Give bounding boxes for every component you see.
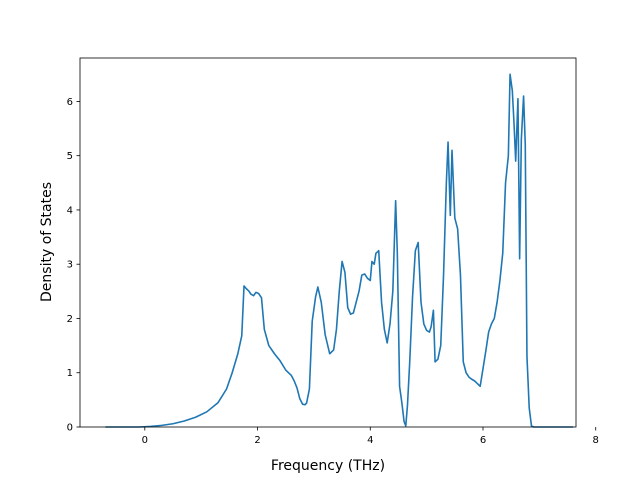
plot-area	[80, 58, 576, 427]
x-tick-label: 4	[367, 435, 373, 446]
y-axis-title: Density of States	[39, 182, 55, 302]
dos-series-line	[105, 73, 574, 428]
y-tick-label: 4	[67, 205, 73, 216]
x-tick-label: 8	[593, 435, 599, 446]
axes-layer	[79, 57, 577, 428]
x-tick-label: 0	[142, 435, 148, 446]
y-tick-label: 3	[67, 260, 73, 271]
x-ticks: 0 2 4 6 8	[142, 427, 599, 446]
y-ticks: 0 1 2 3 4 5 6	[67, 97, 80, 434]
y-tick-label: 5	[67, 151, 73, 162]
y-tick-label: 0	[67, 423, 73, 434]
y-tick-label: 2	[67, 314, 73, 325]
y-tick-label: 1	[67, 368, 73, 379]
x-axis-title: Frequency (THz)	[271, 458, 385, 474]
x-tick-label: 6	[480, 435, 486, 446]
y-tick-label: 6	[67, 97, 73, 108]
x-tick-label: 2	[254, 435, 260, 446]
series-layer	[105, 73, 574, 428]
axes-frame	[79, 57, 577, 428]
